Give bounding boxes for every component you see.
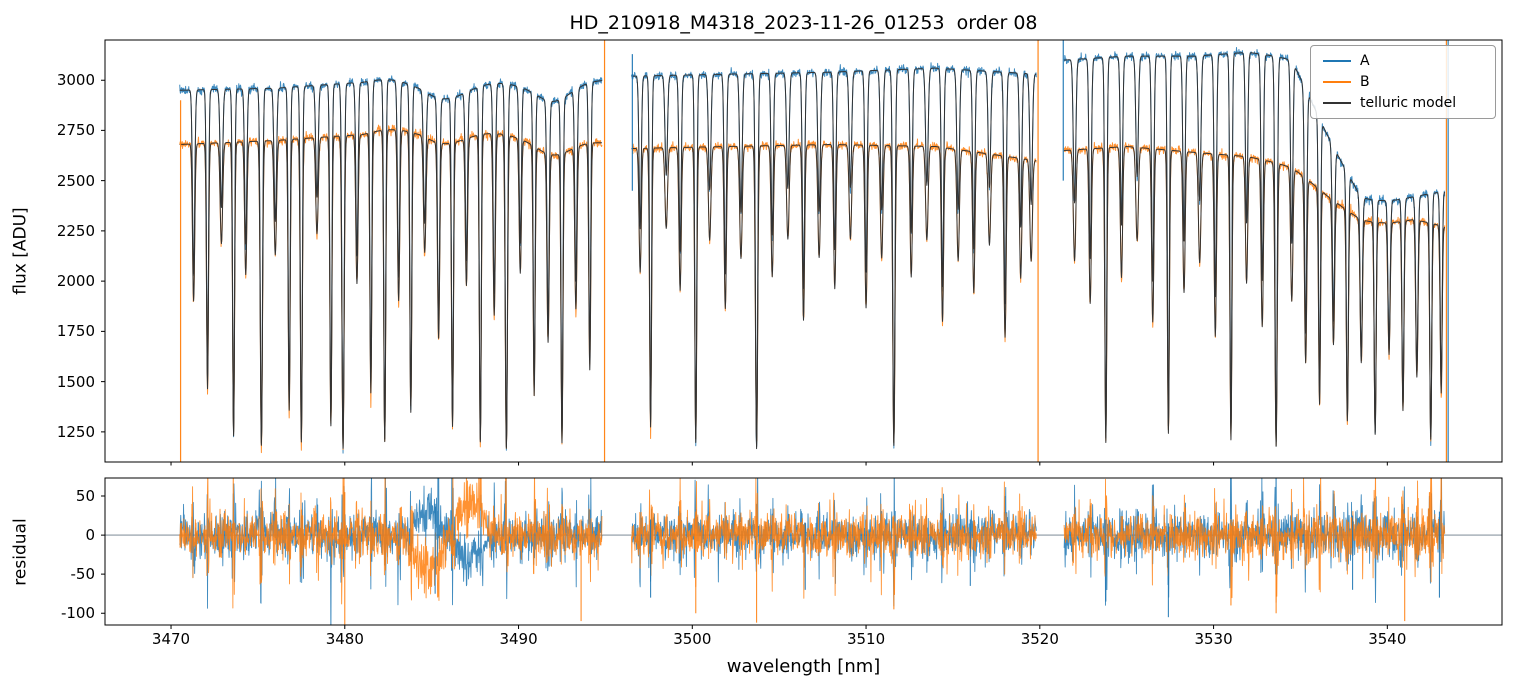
x-axis-label: wavelength [nm] bbox=[726, 656, 881, 677]
flux-y-tick-label: 2500 bbox=[56, 171, 95, 190]
flux-y-tick-label: 1500 bbox=[56, 372, 95, 391]
legend-item: telluric model bbox=[1323, 95, 1483, 111]
flux-axis-label-wrap: flux [ADU] bbox=[8, 40, 34, 462]
legend-label: B bbox=[1360, 74, 1370, 90]
flux-y-tick-label: 2250 bbox=[56, 221, 95, 240]
residual-y-tick-label: -100 bbox=[60, 604, 95, 623]
x-tick-label: 3530 bbox=[1194, 630, 1233, 648]
flux-y-tick-label: 1750 bbox=[56, 322, 95, 341]
flux-axis-label: flux [ADU] bbox=[11, 207, 31, 295]
flux-y-tick-label: 3000 bbox=[56, 71, 95, 90]
residual-y-tick-label: -50 bbox=[70, 565, 96, 584]
residual-axis-label-wrap: residual bbox=[8, 478, 34, 625]
legend-line-swatch bbox=[1323, 102, 1351, 104]
flux-y-tick-label: 2750 bbox=[56, 121, 95, 140]
flux-y-tick-label: 1250 bbox=[56, 422, 95, 441]
legend-line-swatch bbox=[1323, 81, 1351, 83]
legend-label: A bbox=[1360, 53, 1370, 69]
x-tick-label: 3500 bbox=[673, 630, 712, 648]
plot-title: HD_210918_M4318_2023-11-26_01253 order 0… bbox=[569, 12, 1038, 34]
x-tick-label: 3470 bbox=[151, 630, 191, 648]
x-tick-label: 3490 bbox=[499, 630, 538, 648]
x-tick-label: 3540 bbox=[1368, 630, 1407, 648]
residual-y-tick-label: 0 bbox=[85, 526, 95, 545]
x-tick-label: 3480 bbox=[325, 630, 364, 648]
legend-line-swatch bbox=[1323, 60, 1351, 62]
x-tick-label: 3510 bbox=[846, 630, 886, 648]
residual-y-tick-label: 50 bbox=[75, 486, 95, 505]
x-tick-label: 3520 bbox=[1020, 630, 1059, 648]
legend-item: B bbox=[1323, 74, 1483, 90]
legend-label: telluric model bbox=[1360, 95, 1457, 111]
flux-y-tick-label: 2000 bbox=[56, 272, 95, 291]
legend-item: A bbox=[1323, 53, 1483, 69]
residual-axis-label: residual bbox=[11, 517, 31, 586]
